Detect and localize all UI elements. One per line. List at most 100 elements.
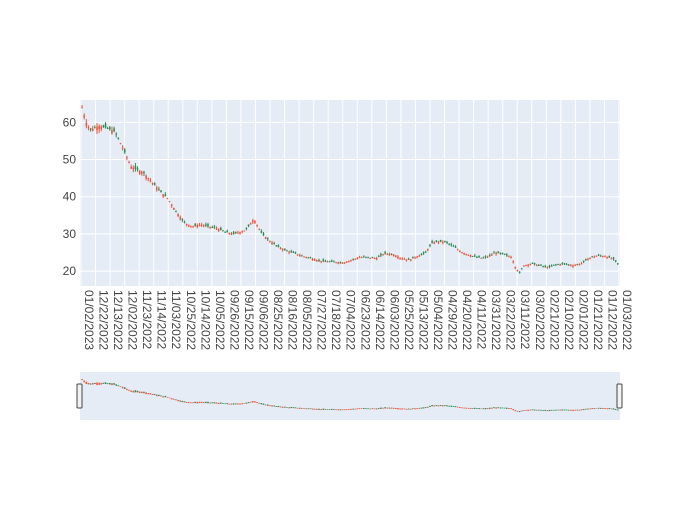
candle-body bbox=[369, 257, 372, 259]
candle-body bbox=[512, 261, 515, 263]
candle-body bbox=[202, 225, 205, 227]
candle-body bbox=[531, 262, 534, 264]
candle-body bbox=[448, 243, 450, 245]
candle-body bbox=[309, 257, 312, 259]
candle-body bbox=[469, 255, 472, 257]
candle-body bbox=[339, 262, 342, 264]
x-tick-label: 09/26/2022 bbox=[227, 290, 241, 350]
range-slider-background[interactable] bbox=[80, 372, 620, 420]
candle-body bbox=[200, 224, 203, 226]
candle-body bbox=[589, 257, 591, 259]
candle-body bbox=[337, 262, 339, 264]
candle-body bbox=[482, 257, 485, 259]
candle-body bbox=[582, 260, 585, 262]
candle-body bbox=[243, 230, 246, 232]
candle-body bbox=[574, 265, 576, 267]
range-slider-left-handle[interactable] bbox=[76, 383, 83, 409]
candle-body bbox=[484, 256, 487, 258]
candle-body bbox=[540, 264, 542, 266]
candle-body bbox=[194, 224, 196, 226]
candle-body bbox=[444, 241, 446, 243]
candle-body bbox=[179, 217, 182, 220]
candle-body bbox=[213, 226, 216, 228]
candle-body bbox=[395, 255, 397, 258]
candles bbox=[81, 105, 619, 274]
candle-body bbox=[431, 241, 433, 244]
candle-body bbox=[89, 128, 92, 130]
candle-body bbox=[599, 255, 602, 257]
candle-body bbox=[407, 258, 410, 260]
candle-body bbox=[205, 224, 207, 226]
candle-body bbox=[595, 255, 598, 257]
candle-body bbox=[106, 128, 109, 130]
candle-body bbox=[363, 256, 365, 258]
candle-body bbox=[198, 224, 201, 226]
x-tick-label: 01/02/2023 bbox=[82, 290, 96, 350]
x-tick-label: 12/02/2022 bbox=[126, 290, 140, 350]
y-axis: 20 30 40 50 60 bbox=[63, 115, 77, 278]
candle-body bbox=[397, 256, 399, 259]
candle-body bbox=[136, 168, 139, 170]
y-tick-label: 50 bbox=[63, 153, 77, 167]
candle-body bbox=[584, 258, 587, 261]
candle-body bbox=[303, 256, 305, 258]
candle-body bbox=[403, 258, 406, 260]
candle-body bbox=[559, 264, 561, 266]
candle-body bbox=[491, 254, 493, 256]
candle-body bbox=[412, 256, 414, 259]
candle-body bbox=[578, 264, 581, 266]
candle-body bbox=[298, 255, 301, 257]
candle-body bbox=[245, 228, 248, 230]
candle-body bbox=[134, 165, 137, 169]
candle-body bbox=[252, 220, 254, 223]
candle-body bbox=[104, 123, 107, 128]
x-tick-label: 01/21/2022 bbox=[591, 290, 605, 350]
x-tick-label: 08/25/2022 bbox=[271, 290, 285, 350]
candle-body bbox=[514, 266, 517, 269]
candle-body bbox=[542, 266, 544, 268]
x-tick-label: 09/15/2022 bbox=[242, 290, 256, 350]
candle-body bbox=[508, 256, 510, 258]
candle-body bbox=[275, 245, 278, 247]
candle-body bbox=[456, 249, 459, 251]
range-slider-right-handle[interactable] bbox=[616, 383, 623, 409]
candle-body bbox=[100, 126, 103, 130]
candle-body bbox=[429, 244, 431, 246]
candle-body bbox=[525, 265, 527, 267]
candle-body bbox=[373, 258, 376, 260]
candle-body bbox=[175, 210, 177, 212]
candle-body bbox=[405, 259, 408, 261]
candle-body bbox=[480, 257, 482, 259]
candle-body bbox=[170, 204, 173, 206]
candle-body bbox=[409, 259, 412, 261]
candle-body bbox=[151, 182, 154, 184]
candle-body bbox=[501, 252, 504, 255]
candle-body bbox=[414, 257, 416, 259]
candle-body bbox=[386, 253, 389, 255]
candle-body bbox=[612, 257, 615, 260]
candle-body bbox=[209, 226, 211, 228]
candle-body bbox=[166, 198, 169, 200]
candle-body bbox=[367, 256, 369, 258]
candle-body bbox=[495, 252, 497, 255]
candle-body bbox=[192, 226, 194, 228]
candle-body bbox=[313, 259, 316, 261]
candle-body bbox=[580, 263, 583, 265]
candle-body bbox=[277, 245, 280, 247]
candle-body bbox=[335, 262, 337, 264]
candle-body bbox=[249, 223, 252, 225]
x-tick-label: 02/10/2022 bbox=[562, 290, 576, 350]
candle-body bbox=[341, 262, 344, 264]
x-tick-label: 01/03/2022 bbox=[620, 290, 634, 350]
candle-body bbox=[284, 249, 286, 251]
candle-body bbox=[538, 265, 540, 267]
candle-body bbox=[360, 257, 363, 259]
x-tick-label: 05/04/2022 bbox=[431, 290, 445, 350]
candle-body bbox=[478, 256, 480, 258]
candle-body bbox=[454, 246, 457, 248]
candle-body bbox=[121, 147, 124, 149]
candle-body bbox=[155, 187, 158, 190]
x-tick-label: 05/25/2022 bbox=[402, 290, 416, 350]
candle-body bbox=[113, 128, 115, 132]
candle-body bbox=[220, 228, 222, 231]
